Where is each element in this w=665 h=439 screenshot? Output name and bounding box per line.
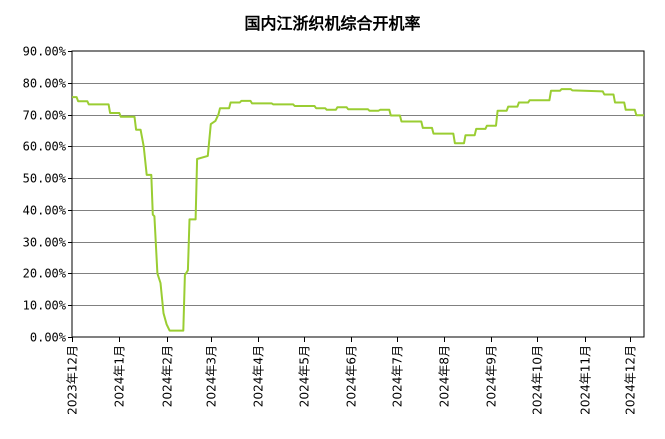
x-tick-label: 2024年11月 (579, 345, 593, 415)
y-tick-label: 50.00% (23, 172, 67, 186)
y-tick-label: 30.00% (23, 236, 67, 250)
series-line (72, 88, 644, 332)
y-tick-label: 0.00% (30, 331, 67, 345)
y-tick-label: 90.00% (23, 45, 67, 59)
x-tick-label: 2024年8月 (438, 345, 452, 407)
x-tick-label: 2024年4月 (252, 345, 266, 407)
x-tick-label: 2024年12月 (624, 345, 638, 415)
x-tick-label: 2024年2月 (161, 345, 175, 407)
grid-layer (72, 83, 644, 306)
x-tick-label: 2024年7月 (391, 345, 405, 407)
y-tick-label: 40.00% (23, 204, 67, 218)
x-tick-label: 2024年1月 (113, 345, 127, 407)
chart-title: 国内江浙织机综合开机率 (244, 14, 421, 33)
y-tick-label: 60.00% (23, 140, 67, 154)
y-axis: 0.00% 10.00% 20.00% 30.00% 40.00% 50.00% 60.00… (23, 45, 72, 345)
x-tick-label: 2024年5月 (298, 345, 312, 407)
x-tick-label: 2024年3月 (205, 345, 219, 407)
x-tick-label: 2024年10月 (531, 345, 545, 415)
series-layer (72, 88, 644, 332)
plot-frame (71, 50, 645, 338)
x-axis: 2023年12月 2024年1月 2024年2月 2024年3月 2024年4月 2024… (66, 337, 638, 415)
x-tick-label: 2024年6月 (345, 345, 359, 407)
y-tick-label: 20.00% (23, 267, 67, 281)
x-tick-label: 2023年12月 (66, 345, 80, 415)
x-tick-label: 2024年9月 (485, 345, 499, 407)
y-tick-label: 10.00% (23, 299, 67, 313)
y-tick-label: 80.00% (23, 77, 67, 91)
y-tick-label: 70.00% (23, 109, 67, 123)
